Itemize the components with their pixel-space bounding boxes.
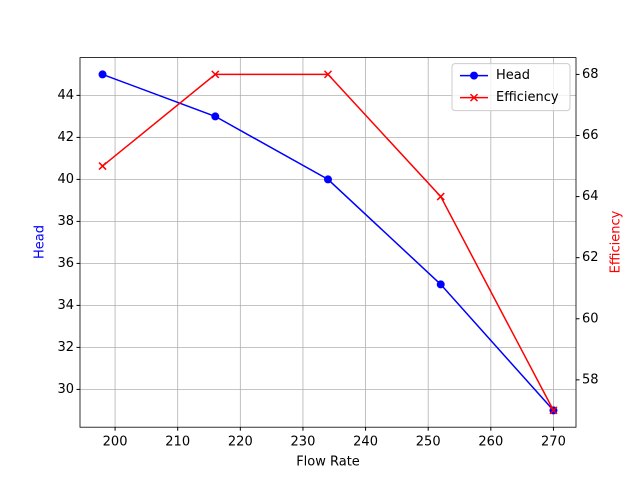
legend: Head Efficiency: [451, 63, 571, 112]
x-tick-label: 270: [541, 435, 566, 450]
y2-tick-label: 60: [582, 311, 599, 326]
y-tick-label: 36: [57, 256, 74, 271]
y2-tick-label: 64: [582, 189, 599, 204]
y2-tick-label: 66: [582, 128, 599, 143]
point: [211, 70, 220, 79]
y-tick-label: 42: [57, 130, 74, 145]
point: [436, 280, 445, 289]
point: [211, 112, 220, 121]
x-tick-label: 230: [291, 435, 316, 450]
series-line: [102, 73, 555, 411]
y-tick-label: 30: [57, 382, 74, 397]
series-line: [102, 73, 555, 411]
point: [98, 70, 107, 79]
point: [436, 192, 445, 201]
x-tick-label: 260: [478, 435, 503, 450]
y-axis-label: Head: [33, 225, 48, 259]
y-tick-label: 38: [57, 214, 74, 229]
legend-marker: [469, 93, 479, 102]
y-tick-label: 34: [57, 298, 74, 313]
y2-tick-label: 62: [582, 250, 599, 265]
y2-tick-label: 58: [582, 372, 599, 387]
x-tick-label: 210: [165, 435, 190, 450]
point: [549, 406, 558, 415]
legend-label: Efficiency: [496, 90, 559, 105]
x-tick-label: 250: [416, 435, 441, 450]
x-tick-label: 240: [353, 435, 378, 450]
x-tick-label: 200: [103, 435, 128, 450]
legend-label: Head: [496, 68, 530, 83]
x-axis-label: Flow Rate: [296, 455, 360, 470]
x-tick-label: 220: [228, 435, 253, 450]
y2-tick-label: 68: [582, 67, 599, 82]
y-tick-label: 44: [57, 88, 74, 103]
point: [98, 162, 107, 171]
legend-marker: [470, 71, 478, 80]
y-tick-label: 40: [57, 172, 74, 187]
plot-frame: [79, 57, 577, 428]
y2-axis-label: Efficiency: [609, 210, 624, 273]
y-tick-label: 32: [57, 340, 74, 355]
point: [324, 175, 332, 184]
point: [323, 70, 333, 79]
